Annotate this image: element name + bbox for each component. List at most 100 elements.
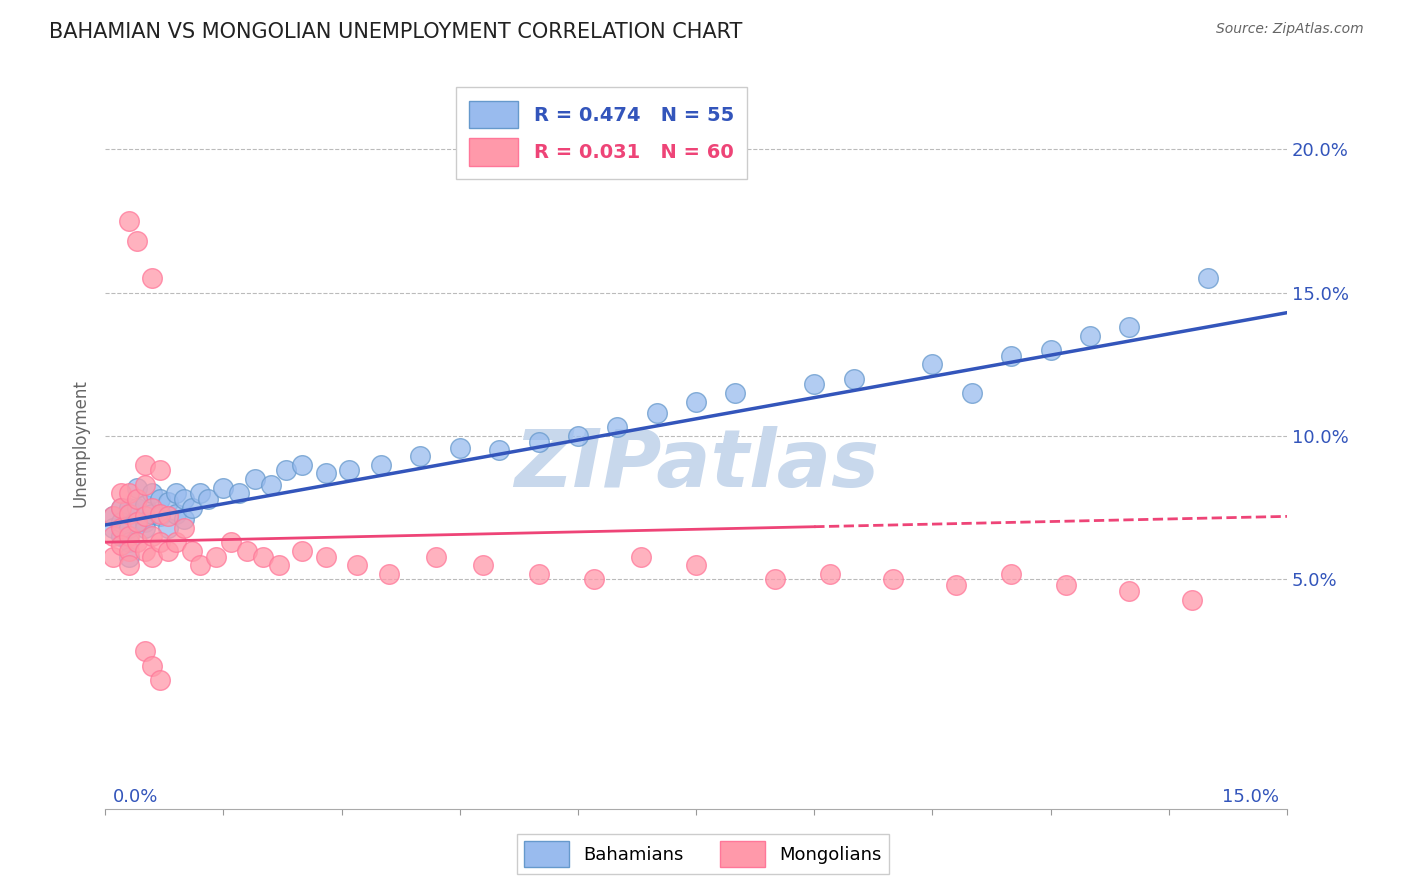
Point bbox=[134, 543, 156, 558]
Point bbox=[110, 500, 132, 515]
Point bbox=[118, 543, 141, 558]
Point bbox=[149, 535, 172, 549]
Point bbox=[1197, 271, 1219, 285]
Point bbox=[141, 549, 163, 564]
Point bbox=[118, 500, 141, 515]
Point bbox=[134, 521, 156, 535]
Point bbox=[101, 521, 124, 535]
Point bbox=[219, 535, 242, 549]
Point bbox=[165, 535, 187, 549]
Point bbox=[125, 492, 148, 507]
Point bbox=[260, 478, 283, 492]
Point bbox=[101, 509, 124, 524]
Point bbox=[149, 492, 172, 507]
Point bbox=[180, 543, 202, 558]
Point bbox=[101, 529, 124, 543]
Y-axis label: Unemployment: Unemployment bbox=[72, 379, 89, 508]
Point bbox=[110, 500, 132, 515]
Point bbox=[291, 458, 314, 472]
Point bbox=[315, 467, 337, 481]
Point bbox=[882, 573, 904, 587]
Point bbox=[252, 549, 274, 564]
Point bbox=[188, 558, 211, 573]
Point bbox=[173, 492, 195, 507]
Point bbox=[567, 429, 589, 443]
Point bbox=[188, 486, 211, 500]
Point bbox=[960, 386, 983, 401]
Point bbox=[449, 441, 471, 455]
Point bbox=[118, 486, 141, 500]
Point bbox=[763, 573, 786, 587]
Point bbox=[1000, 566, 1022, 581]
Point bbox=[149, 463, 172, 477]
Point bbox=[101, 509, 124, 524]
Point bbox=[204, 549, 226, 564]
Point bbox=[141, 507, 163, 521]
Point bbox=[378, 566, 401, 581]
Point bbox=[685, 558, 707, 573]
Point bbox=[157, 543, 180, 558]
Point bbox=[527, 566, 550, 581]
Point bbox=[346, 558, 368, 573]
Point bbox=[236, 543, 259, 558]
Text: BAHAMIAN VS MONGOLIAN UNEMPLOYMENT CORRELATION CHART: BAHAMIAN VS MONGOLIAN UNEMPLOYMENT CORRE… bbox=[49, 22, 742, 42]
Point bbox=[110, 521, 132, 535]
Point bbox=[134, 644, 156, 658]
Point bbox=[921, 357, 943, 371]
Point bbox=[134, 509, 156, 524]
Point bbox=[173, 521, 195, 535]
Point bbox=[118, 521, 141, 535]
Point bbox=[370, 458, 392, 472]
Point bbox=[425, 549, 447, 564]
Point bbox=[339, 463, 361, 477]
Point bbox=[724, 386, 747, 401]
Legend: R = 0.474   N = 55, R = 0.031   N = 60: R = 0.474 N = 55, R = 0.031 N = 60 bbox=[456, 87, 748, 179]
Point bbox=[1118, 584, 1140, 599]
Point bbox=[803, 377, 825, 392]
Point bbox=[1181, 592, 1204, 607]
Point bbox=[149, 673, 172, 687]
Point bbox=[141, 529, 163, 543]
Point bbox=[645, 406, 668, 420]
Point bbox=[118, 529, 141, 543]
Point bbox=[606, 420, 628, 434]
Point bbox=[243, 472, 266, 486]
Point bbox=[118, 535, 141, 549]
Point bbox=[1078, 328, 1101, 343]
Point bbox=[1054, 578, 1077, 592]
Point bbox=[291, 543, 314, 558]
Point bbox=[1000, 349, 1022, 363]
Point bbox=[685, 394, 707, 409]
Point bbox=[180, 500, 202, 515]
Point bbox=[110, 515, 132, 529]
Point bbox=[125, 500, 148, 515]
Point bbox=[228, 486, 250, 500]
Point bbox=[141, 500, 163, 515]
Point bbox=[141, 271, 163, 285]
Point bbox=[945, 578, 967, 592]
Point bbox=[527, 434, 550, 449]
Point bbox=[125, 515, 148, 529]
Point bbox=[197, 492, 219, 507]
Point bbox=[118, 214, 141, 228]
Point bbox=[125, 234, 148, 248]
Point bbox=[472, 558, 495, 573]
Point bbox=[173, 512, 195, 526]
Point bbox=[157, 521, 180, 535]
Point bbox=[118, 507, 141, 521]
Point bbox=[110, 486, 132, 500]
Point bbox=[134, 515, 156, 529]
Point bbox=[165, 507, 187, 521]
Point bbox=[1039, 343, 1062, 357]
Point bbox=[134, 458, 156, 472]
Point bbox=[149, 507, 172, 521]
Point bbox=[149, 509, 172, 524]
Point bbox=[118, 549, 141, 564]
Point bbox=[134, 478, 156, 492]
Text: 0.0%: 0.0% bbox=[112, 789, 159, 806]
Text: ZIPatlas: ZIPatlas bbox=[513, 426, 879, 504]
Point bbox=[101, 549, 124, 564]
Point bbox=[125, 535, 148, 549]
Point bbox=[165, 486, 187, 500]
Point bbox=[630, 549, 652, 564]
